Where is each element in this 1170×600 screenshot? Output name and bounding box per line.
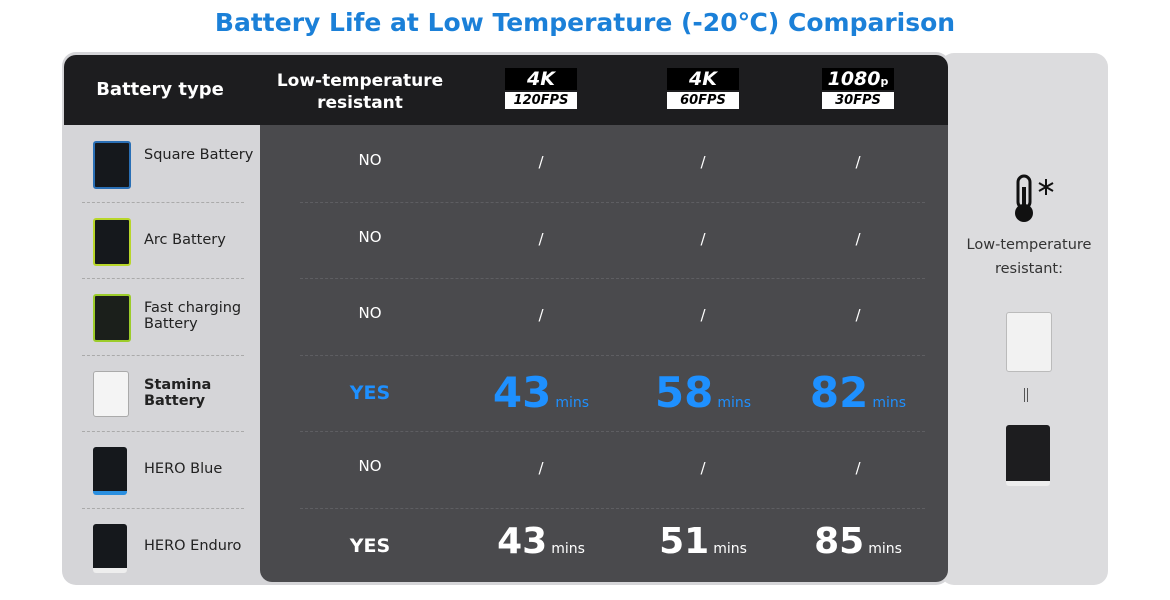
minutes-value: 82 xyxy=(809,367,869,417)
resistant-cell: NO xyxy=(358,304,382,323)
minutes-value: 43 xyxy=(492,367,552,417)
minutes-value: 58 xyxy=(654,367,714,417)
value-cell: 51 mins xyxy=(633,521,773,562)
battery-name: Arc Battery xyxy=(144,231,226,248)
mode-fps: 30FPS xyxy=(822,92,894,109)
battery-name: Stamina Battery xyxy=(144,376,212,409)
header-resistant: Low-temperature resistant xyxy=(276,71,444,113)
value-cell: 82 mins xyxy=(788,368,928,417)
thermometer-icon xyxy=(1015,174,1054,222)
value-cell: / xyxy=(700,153,706,172)
minutes-value: 51 xyxy=(659,520,710,562)
battery-icon xyxy=(93,447,127,496)
resolution-suffix: p xyxy=(880,75,889,88)
minutes-unit: mins xyxy=(868,540,902,557)
mode-resolution: 4K xyxy=(505,68,577,90)
mode-fps: 60FPS xyxy=(667,92,739,109)
battery-icon xyxy=(93,523,127,573)
minutes-unit: mins xyxy=(551,540,585,557)
minutes-unit: mins xyxy=(555,394,590,411)
value-cell: / xyxy=(538,229,544,248)
row-separator xyxy=(300,278,925,279)
battery-icon xyxy=(93,370,129,417)
row-separator xyxy=(300,507,925,509)
row-separator xyxy=(82,431,244,432)
battery-icon xyxy=(93,141,131,190)
value-cell: / xyxy=(538,459,544,478)
minutes-unit: mins xyxy=(872,394,907,411)
row-separator xyxy=(300,201,925,203)
resistant-cell: NO xyxy=(358,227,382,246)
row-separator xyxy=(82,507,244,509)
value-cell: / xyxy=(855,229,861,248)
value-cell: 43 mins xyxy=(471,521,611,562)
resolution-text: 4K xyxy=(527,68,555,90)
resolution-text: 1080 xyxy=(827,68,881,90)
value-cell: / xyxy=(700,229,706,248)
values-area xyxy=(260,125,948,582)
value-cell: / xyxy=(855,459,861,478)
row-separator xyxy=(82,201,244,203)
value-cell: / xyxy=(855,153,861,172)
value-cell: / xyxy=(855,306,861,325)
mode-resolution: 4K xyxy=(667,68,739,90)
battery-name: Square Battery xyxy=(144,147,254,164)
battery-icon xyxy=(93,294,131,343)
mode-badge: 4K 120FPS xyxy=(505,68,577,110)
resistant-cell: NO xyxy=(358,151,382,170)
row-separator xyxy=(82,278,244,279)
value-cell: / xyxy=(700,459,706,478)
stamina-icon xyxy=(1006,312,1052,372)
row-separator xyxy=(82,354,244,356)
resistant-cell: YES xyxy=(349,381,391,404)
battery-name: HERO Enduro xyxy=(144,537,242,554)
side-label: Low-temperature resistant: xyxy=(966,237,1092,277)
minutes-value: 85 xyxy=(814,520,865,562)
value-cell: / xyxy=(538,306,544,325)
title: Battery Life at Low Temperature (-20℃) C… xyxy=(214,8,956,37)
mode-badge: 1080p 30FPS xyxy=(822,68,894,110)
value-cell: / xyxy=(700,306,706,325)
mode-resolution: 1080p xyxy=(822,68,894,90)
minutes-unit: mins xyxy=(717,394,752,411)
header-battery-type: Battery type xyxy=(96,79,224,100)
value-cell: 43 mins xyxy=(471,368,611,417)
battery-name: HERO Blue xyxy=(144,461,223,478)
value-cell: 58 mins xyxy=(633,368,773,417)
table-header xyxy=(64,55,948,125)
resistant-cell: NO xyxy=(358,457,382,476)
value-cell: / xyxy=(538,153,544,172)
value-cell: 85 mins xyxy=(788,521,928,562)
enduro-icon xyxy=(1006,425,1050,486)
resistant-cell: YES xyxy=(349,534,391,557)
minutes-unit: mins xyxy=(713,540,747,557)
equals-mark xyxy=(1024,388,1028,402)
mode-badge: 4K 60FPS xyxy=(667,68,739,110)
row-separator xyxy=(300,431,925,432)
minutes-value: 43 xyxy=(497,520,548,562)
battery-icon xyxy=(93,217,131,266)
row-separator xyxy=(300,354,925,356)
battery-name: Fast charging Battery xyxy=(144,300,242,333)
resolution-text: 4K xyxy=(689,68,717,90)
mode-fps: 120FPS xyxy=(505,92,577,109)
